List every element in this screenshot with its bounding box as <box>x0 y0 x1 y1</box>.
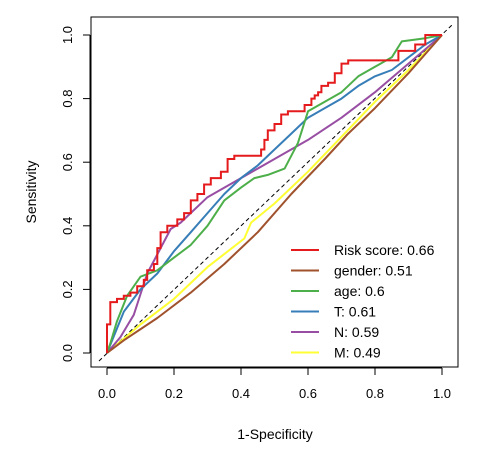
y-tick-label-3: 0.6 <box>60 153 75 171</box>
y-tick-label-1: 0.2 <box>60 280 75 298</box>
y-tick-label-5: 1.0 <box>60 26 75 44</box>
reference-diagonal-line <box>98 24 453 362</box>
series-line-0 <box>106 34 442 353</box>
x-tick-label-5: 1.0 <box>433 386 451 401</box>
plot-frame <box>90 16 459 368</box>
reference-diagonal-layer <box>98 24 453 362</box>
y-tick-label-4: 0.8 <box>60 90 75 108</box>
series-line-2 <box>106 34 443 354</box>
y-axis-title: Sensitivity <box>23 160 39 223</box>
series-layer <box>106 34 443 354</box>
x-tick-label-4: 0.8 <box>366 386 384 401</box>
x-axis-title: 1-Specificity <box>237 426 312 442</box>
legend-label-2: age: 0.6 <box>334 283 385 299</box>
legend-label-5: M: 0.49 <box>334 345 381 361</box>
legend: Risk score: 0.66 gender: 0.51 age: 0.6 T: 0… <box>291 242 435 361</box>
legend-label-1: gender: 0.51 <box>334 263 413 279</box>
x-tick-label-2: 0.4 <box>232 386 250 401</box>
axes-layer: 0.0 0.2 0.4 0.6 0.8 1.0 0.0 0.2 0.4 0.6 0.8 1.0 <box>60 26 451 401</box>
x-tick-label-0: 0.0 <box>98 386 116 401</box>
y-tick-label-2: 0.4 <box>60 217 75 235</box>
series-line-4 <box>106 34 443 354</box>
x-tick-label-3: 0.6 <box>299 386 317 401</box>
x-tick-label-1: 0.2 <box>165 386 183 401</box>
series-line-1 <box>106 34 443 354</box>
legend-label-3: T: 0.61 <box>334 304 376 320</box>
series-line-5 <box>106 34 443 354</box>
legend-label-4: N: 0.59 <box>334 324 379 340</box>
legend-label-0: Risk score: 0.66 <box>334 242 435 258</box>
y-tick-label-0: 0.0 <box>60 344 75 362</box>
